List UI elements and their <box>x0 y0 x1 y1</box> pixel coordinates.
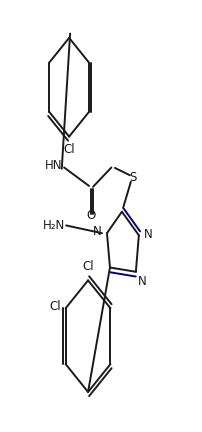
Text: H₂N: H₂N <box>43 219 65 232</box>
Text: N: N <box>144 228 153 241</box>
Text: N: N <box>93 226 102 238</box>
Text: Cl: Cl <box>63 143 75 156</box>
Text: N: N <box>138 275 147 288</box>
Text: O: O <box>86 210 96 222</box>
Text: HN: HN <box>45 159 62 172</box>
Text: Cl: Cl <box>82 260 94 273</box>
Text: S: S <box>129 171 137 184</box>
Text: Cl: Cl <box>49 300 61 313</box>
